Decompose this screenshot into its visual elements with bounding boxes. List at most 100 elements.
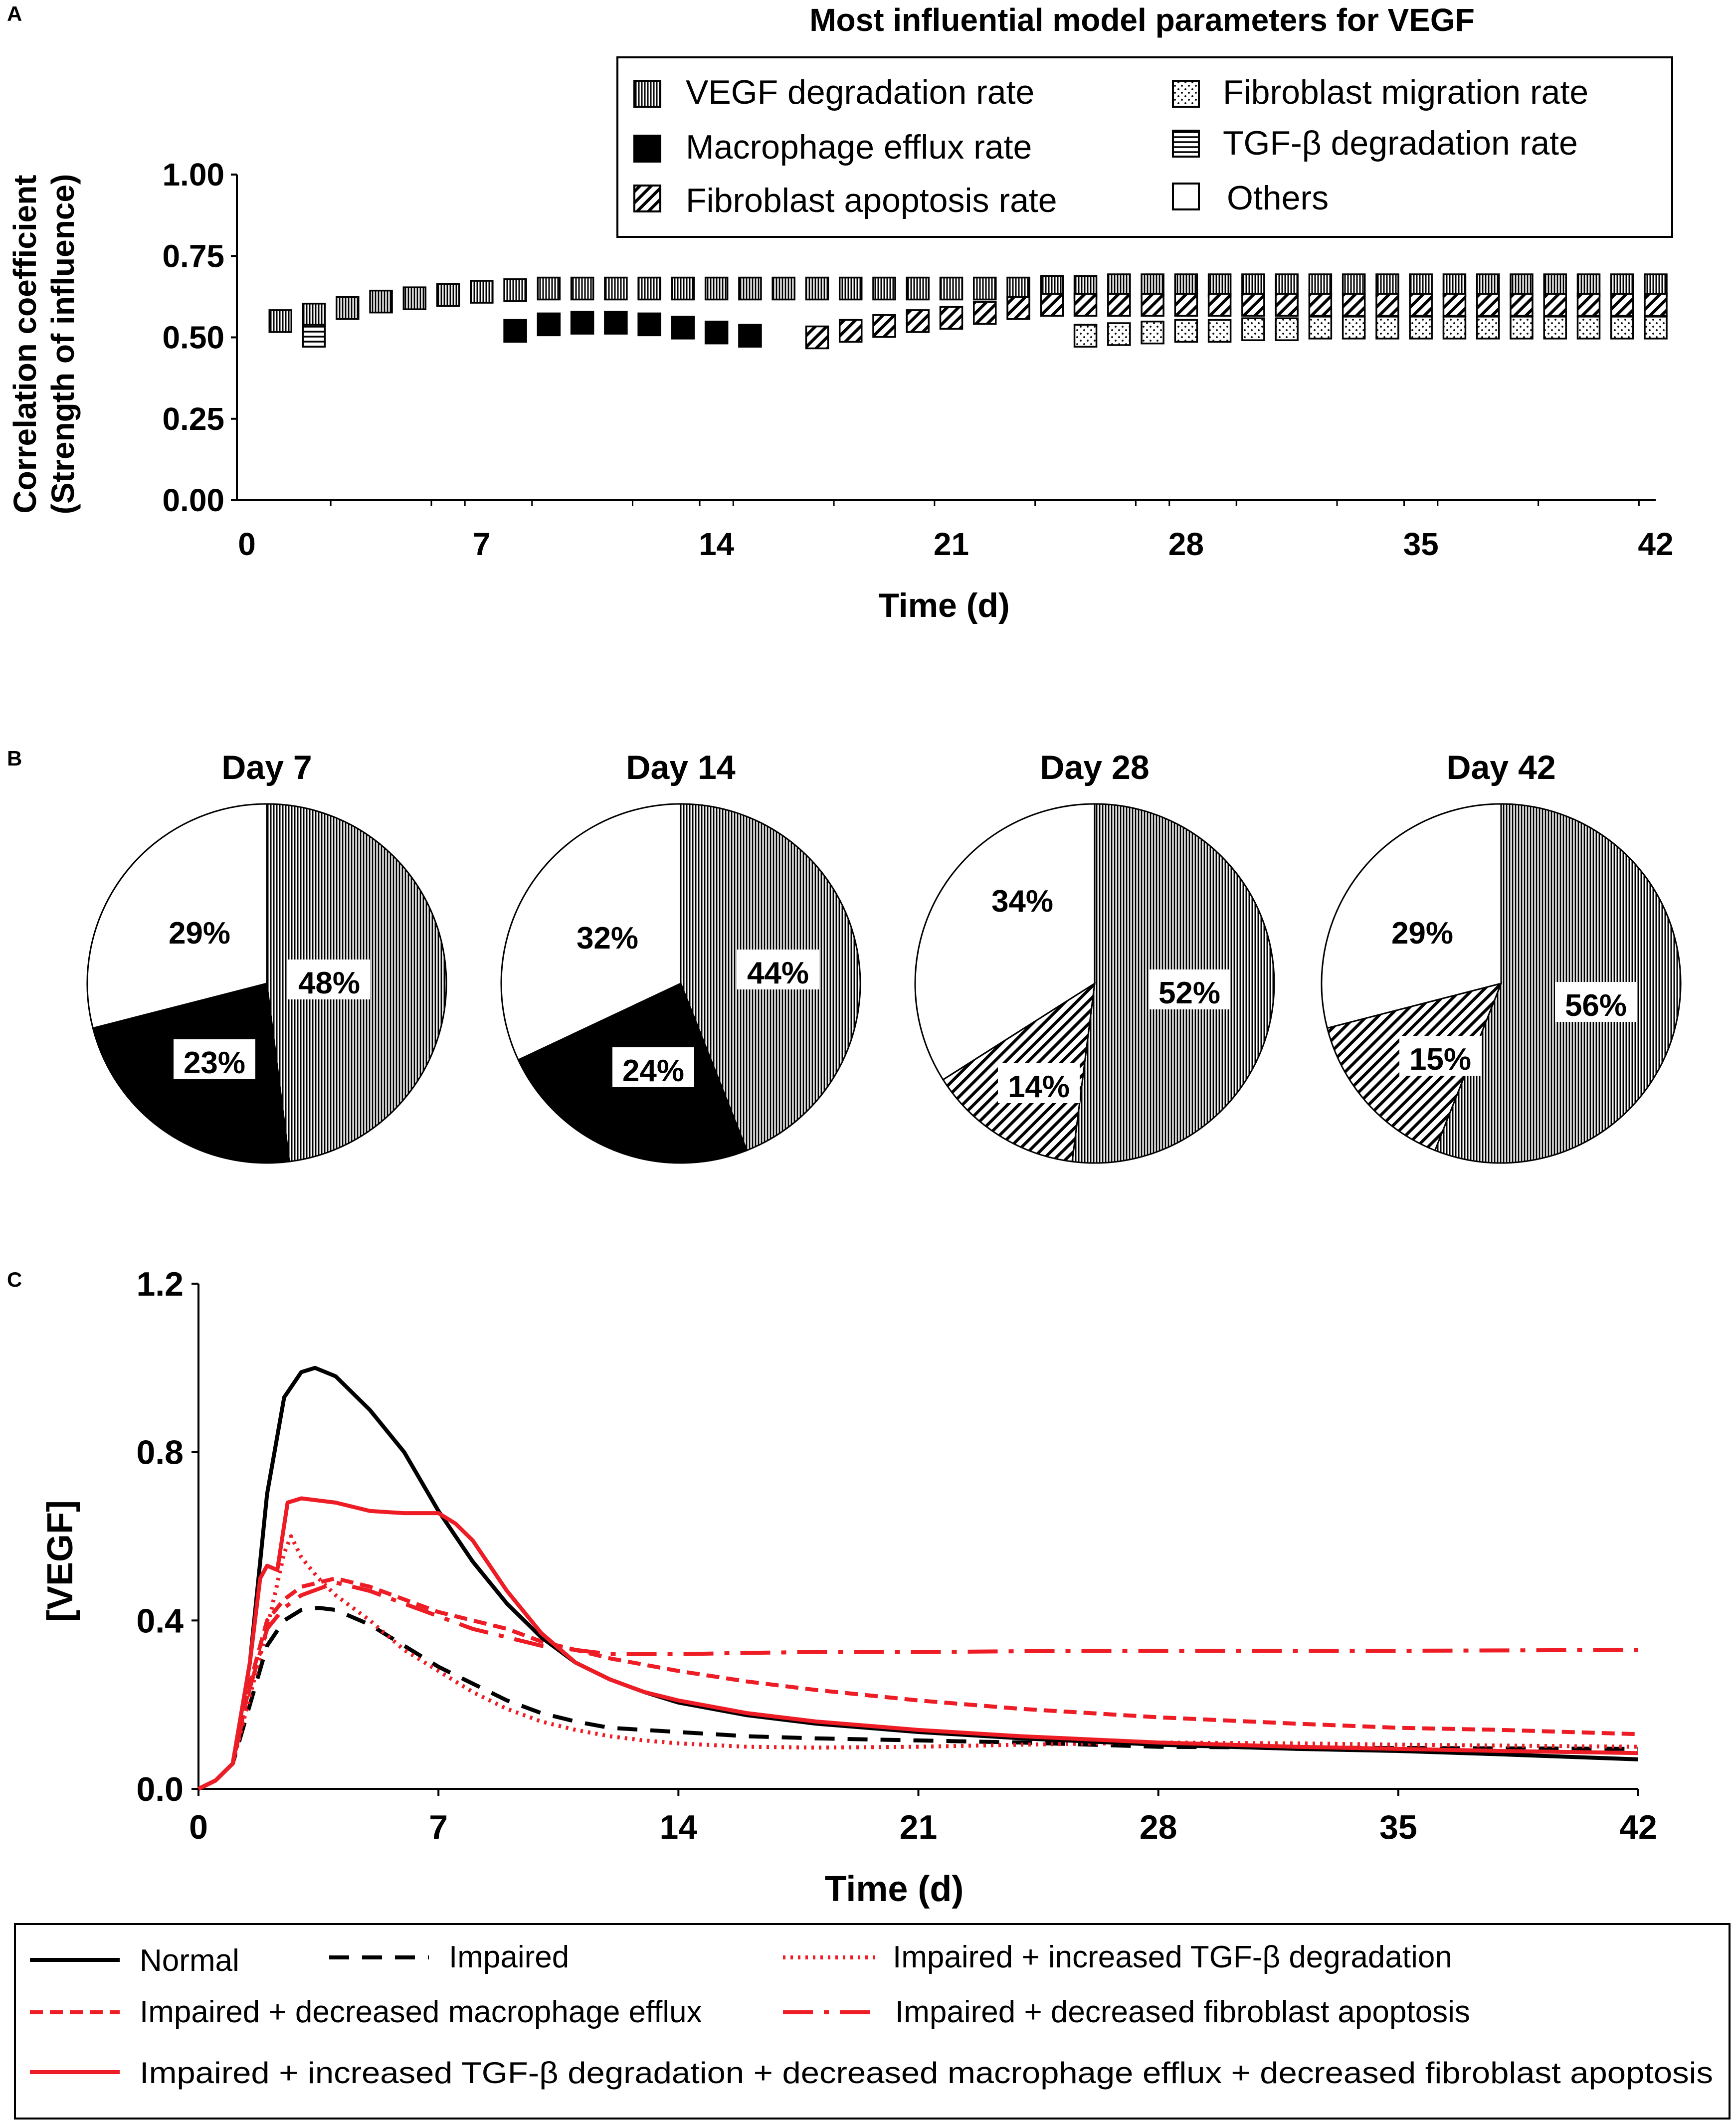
marker-vegf	[1174, 273, 1198, 297]
pie-day-0: Day 7 48% 23% 29%	[86, 749, 447, 1164]
marker-vegf	[1006, 276, 1030, 301]
marker-fmig	[1207, 319, 1232, 343]
panel-c-ylabel: [VEGF]	[40, 1500, 80, 1622]
legend-label-fapo: Impaired + decreased fibroblast apoptosi…	[895, 1995, 1470, 2029]
pie-slice-oth	[1321, 803, 1502, 1029]
marker-fapo	[906, 309, 930, 333]
panel-label-b: B	[7, 747, 22, 770]
pie-label: 44%	[747, 956, 809, 990]
line-tgfb	[197, 1534, 1639, 1791]
marker-vegf	[1141, 273, 1164, 297]
panel-a-axes: 0.00 0.25 0.50 0.75 1.00 0 7 14 21 28 35 42	[162, 157, 1673, 562]
marker-fapo	[838, 319, 863, 343]
legend-swatch-tgfb	[1172, 130, 1200, 158]
panel-a-legend-frame	[616, 56, 1673, 238]
panel-a-ytick-label: 0.50	[162, 320, 224, 356]
marker-fapo	[973, 301, 997, 325]
panel-c-axes: 0.0 0.4 0.8 1.2 0 7 14 21 28 35 42	[136, 1265, 1657, 1846]
marker-fmig	[1141, 320, 1164, 345]
marker-fmig	[1342, 316, 1366, 340]
marker-mac	[570, 311, 594, 335]
marker-vegf	[1510, 273, 1534, 297]
marker-fmig	[1576, 316, 1601, 340]
legend-label-fmig: Fibroblast migration rate	[1223, 73, 1588, 111]
marker-fapo	[1375, 293, 1399, 317]
pie-day-1: Day 14 44% 24% 32%	[500, 749, 861, 1164]
pie-label: 14%	[1008, 1070, 1070, 1104]
legend-swatch-oth	[1172, 183, 1200, 210]
line-combo	[197, 1496, 1639, 1791]
panel-c-xtick-label: 0	[189, 1808, 208, 1846]
panel-a-ylabel-1: Correlation coefficient	[7, 175, 43, 513]
panel-c-xtick-label: 7	[429, 1808, 448, 1846]
marker-fmig	[1174, 319, 1198, 343]
panel-a-xlabel: Time (d)	[878, 586, 1009, 624]
marker-vegf	[1576, 273, 1601, 297]
marker-fapo	[1073, 293, 1098, 317]
marker-vegf	[302, 303, 326, 327]
marker-vegf	[671, 276, 695, 301]
panel-c-ytick-label: 0.4	[136, 1602, 184, 1640]
marker-fapo	[1107, 293, 1131, 317]
panel-a-title: Most influential model parameters for VE…	[809, 2, 1475, 38]
marker-fapo	[1476, 293, 1500, 317]
pie-label: 32%	[577, 921, 638, 956]
pie-label-bg	[612, 1047, 694, 1087]
marker-vegf	[704, 276, 729, 301]
marker-mac	[738, 324, 762, 348]
marker-fmig	[1107, 322, 1131, 346]
pie-title: Day 7	[221, 749, 312, 786]
marker-vegf	[1308, 273, 1333, 297]
legend-label-vegf: VEGF degradation rate	[686, 73, 1034, 111]
marker-fapo	[939, 306, 964, 330]
marker-vegf	[436, 283, 460, 307]
marker-fapo	[805, 325, 829, 350]
panel-c-xtick-label: 14	[660, 1808, 698, 1846]
marker-vegf	[268, 309, 293, 333]
marker-fapo	[872, 314, 896, 338]
pie-day-3: Day 42 56% 15% 29%	[1321, 749, 1682, 1164]
panel-label-a: A	[7, 2, 22, 25]
panel-c-xtick-label: 42	[1619, 1808, 1657, 1846]
marker-fmig	[1375, 316, 1399, 340]
marker-vegf	[503, 278, 527, 302]
marker-fapo	[1241, 293, 1265, 317]
pie-slice-oth	[86, 803, 268, 1029]
panel-a-marks	[268, 273, 1668, 350]
panel-c-legend-frame	[14, 1923, 1731, 2120]
marker-fapo	[1342, 293, 1366, 317]
marker-fapo	[1040, 293, 1064, 317]
line-impaired	[197, 1606, 1639, 1791]
pie-label: 15%	[1409, 1042, 1471, 1077]
pie-label-bg	[1399, 1036, 1481, 1076]
pie-label: 29%	[1391, 916, 1453, 951]
panel-a-ytick-label: 0.25	[162, 401, 224, 437]
panel-b: Day 7 48% 23% 29% Day 14 44% 24% 32% Day 28 52% 14…	[86, 749, 1682, 1164]
marker-vegf	[1375, 273, 1399, 297]
marker-mac	[503, 319, 527, 343]
marker-vegf	[906, 276, 930, 301]
pie-label: 23%	[184, 1046, 245, 1080]
marker-vegf	[1442, 273, 1467, 297]
marker-vegf	[1275, 273, 1299, 297]
marker-vegf	[872, 276, 896, 301]
marker-vegf	[1342, 273, 1366, 297]
panel-a-ylabel-2: (Strength of influence)	[45, 174, 81, 515]
legend-label-mac: Macrophage efflux rate	[686, 128, 1032, 166]
pie-title: Day 28	[1040, 749, 1149, 786]
marker-fapo	[1006, 296, 1030, 320]
marker-mac	[637, 312, 661, 337]
panel-c-xtick-label: 35	[1379, 1808, 1417, 1846]
legend-label-combo: Impaired + increased TGF-β degradation +…	[140, 2056, 1713, 2090]
legend-label-normal: Normal	[140, 1943, 239, 1978]
pie-label: 56%	[1565, 988, 1627, 1023]
marker-fapo	[1644, 293, 1668, 317]
panel-c-ytick-label: 1.2	[136, 1265, 184, 1303]
panel-c-ytick-label: 0.8	[136, 1434, 184, 1472]
marker-fapo	[1409, 293, 1433, 317]
marker-fapo	[1442, 293, 1467, 317]
pie-label-bg	[998, 1063, 1080, 1103]
marker-vegf	[1543, 273, 1567, 297]
panel-a-ytick-label: 0.75	[162, 238, 224, 274]
marker-vegf	[604, 276, 628, 301]
